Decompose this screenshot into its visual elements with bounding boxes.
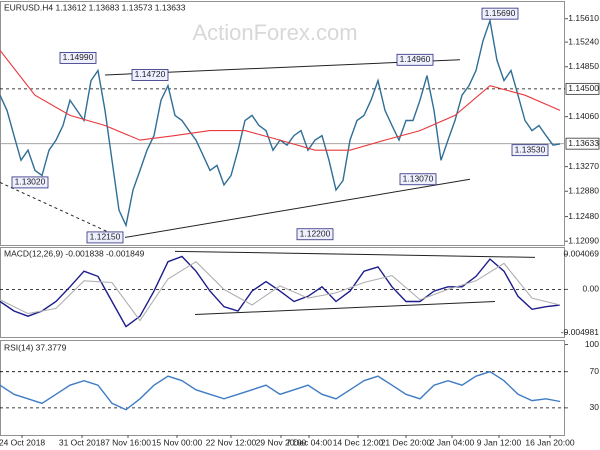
x-tick-label: 31 Oct 2018 [59,437,106,447]
panel-frame [0,1,565,246]
price-label-box [481,7,519,20]
x-tick-label: 24 Oct 2018 [0,437,45,447]
price-label-box [511,144,549,157]
price-label: 1.14720 [135,69,166,79]
trendline [124,178,471,238]
price-label-box [131,69,169,81]
y-tick-label: 1.12090 [568,235,599,245]
x-tick-label: 7 Dec 04:00 [286,437,332,447]
watermark: ActionForex.com [192,20,357,45]
x-tick-label: 9 Jan 12:00 [477,437,522,447]
y-tick-label: 0.004069 [564,248,600,258]
panel-title: MACD(12,26,9) -0.001838 -0.001849 [4,248,145,258]
level-label-box [565,137,600,150]
y-tick-label: 1.13270 [568,161,599,171]
level-label: 1.14500 [568,83,599,93]
y-tick-label: 1.12880 [568,186,599,196]
panel-frame [0,340,565,436]
price-label: 1.12150 [90,232,121,242]
price-label: 1.14960 [400,54,431,64]
price-label: 1.15690 [485,8,516,18]
y-tick-label: 1.14060 [568,111,599,121]
series-line [0,49,561,151]
price-label-box [11,176,49,189]
x-tick-label: 14 Dec 12:00 [333,437,384,447]
price-label: 1.12200 [300,229,331,239]
y-tick-label: 70 [590,366,600,376]
series-line [0,370,561,411]
panel-title: EURUSD.H4 1.13612 1.13683 1.13573 1.1363… [4,2,186,12]
x-tick-label: 15 Nov 00:00 [152,437,203,447]
price-label-box [396,53,434,66]
panel-frame [0,247,565,338]
price-label-box [86,231,124,244]
series-line [0,255,561,328]
price-label: 1.13530 [515,144,546,154]
level-label: 1.13633 [568,138,599,148]
price-label-box [296,228,334,241]
y-tick-label: 0.00 [582,284,599,294]
x-tick-label: 22 Nov 12:00 [206,437,257,447]
price-label-box [59,51,97,64]
y-tick-label: 1.15610 [568,13,599,23]
y-tick-label: -0.004981 [561,327,600,337]
trendline [174,250,536,258]
y-tick-label: 1.12480 [568,211,599,221]
level-label-box [565,82,600,95]
x-tick-label: 2 Jan 04:00 [430,437,475,447]
price-label-box [399,173,437,186]
y-tick-label: 100 [585,339,599,349]
y-tick-label: 30 [590,402,600,412]
x-tick-label: 7 Nov 16:00 [105,437,151,447]
series-line [0,261,561,322]
trendline [0,181,121,238]
panel-title: RSI(14) 37.3779 [4,342,67,352]
trendline [194,301,496,315]
y-tick-label: 1.15240 [568,36,599,46]
x-tick-label: 21 Dec 20:00 [381,437,432,447]
price-label: 1.13070 [403,174,434,184]
x-tick-label: 29 Nov 20:00 [256,437,307,447]
price-label: 1.14990 [63,52,94,62]
x-tick-label: 16 Jan 20:00 [525,437,574,447]
price-label: 1.13020 [15,177,46,187]
y-tick-label: 1.14850 [568,61,599,71]
